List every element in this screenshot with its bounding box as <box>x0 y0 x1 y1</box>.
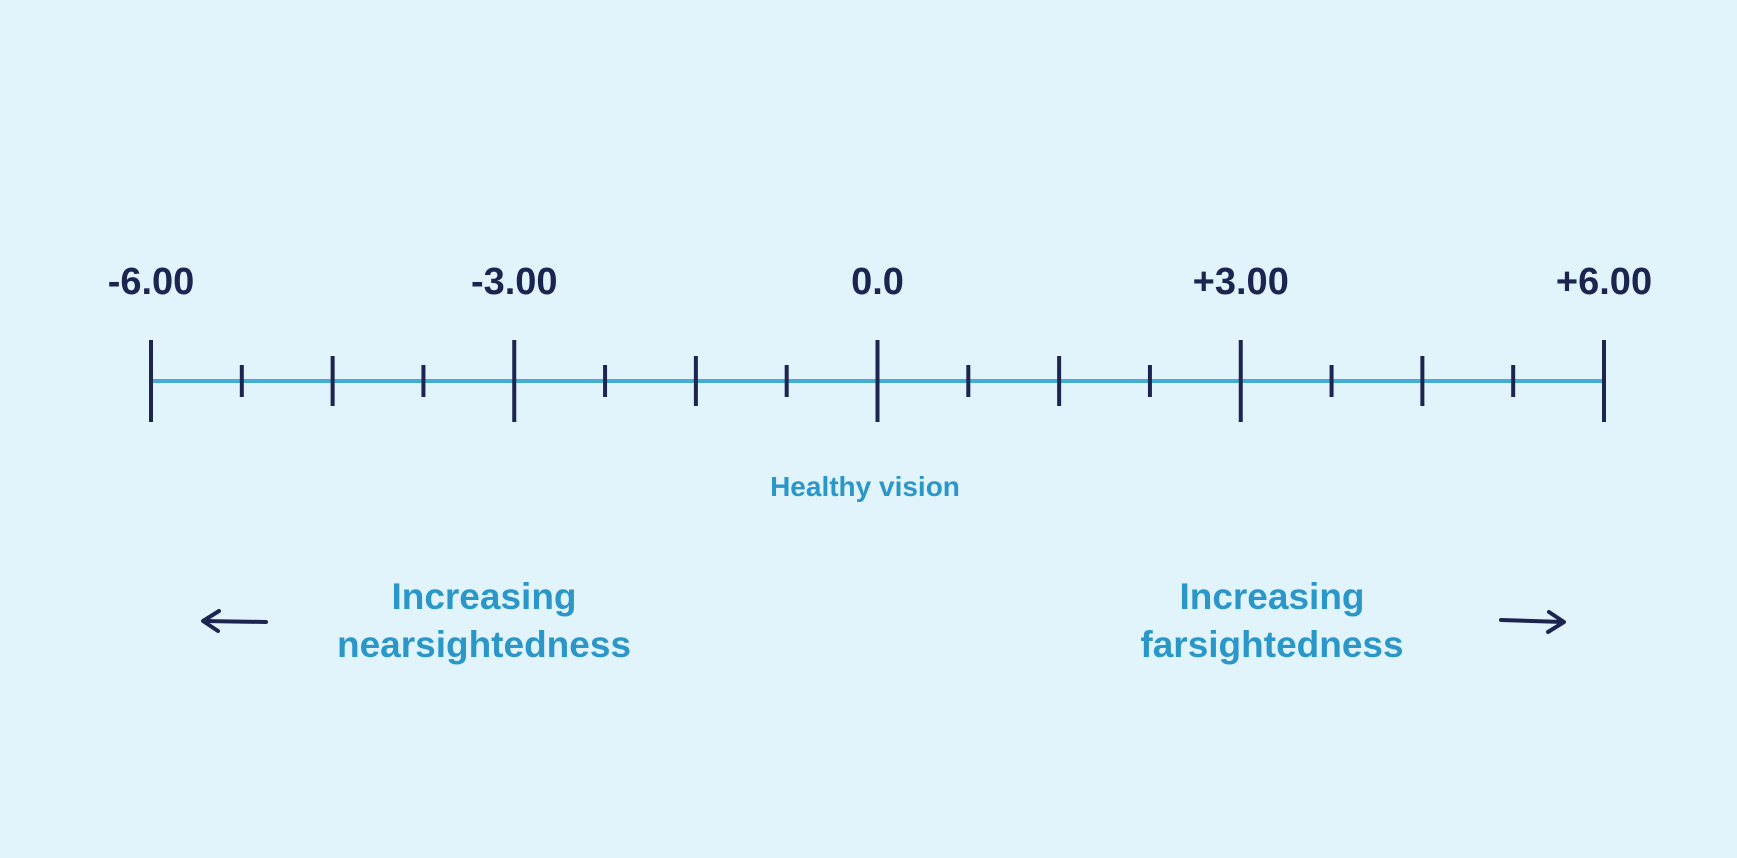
scale-ticks-group <box>149 340 1606 422</box>
nearsightedness-line-1: Increasing <box>391 576 577 617</box>
major-tick-label: +3.00 <box>1193 261 1289 303</box>
arrow-right-icon <box>1499 610 1566 634</box>
farsightedness-line-2: farsightedness <box>1140 624 1404 665</box>
nearsightedness-label: Increasing nearsightedness <box>284 573 684 669</box>
major-tick-label: -3.00 <box>471 261 558 303</box>
healthy-vision-text: Healthy vision <box>770 471 960 502</box>
scale-labels-group: -6.00 -3.00 0.0 +3.00 +6.00 <box>108 261 1652 303</box>
healthy-vision-label: Healthy vision <box>665 470 1065 504</box>
major-tick-label: 0.0 <box>851 261 904 303</box>
arrow-left-icon <box>201 609 268 633</box>
farsightedness-label: Increasing farsightedness <box>1072 573 1472 669</box>
nearsightedness-line-2: nearsightedness <box>336 624 632 665</box>
major-tick-label: +6.00 <box>1556 261 1652 303</box>
farsightedness-line-1: Increasing <box>1179 576 1365 617</box>
major-tick-label: -6.00 <box>108 261 195 303</box>
